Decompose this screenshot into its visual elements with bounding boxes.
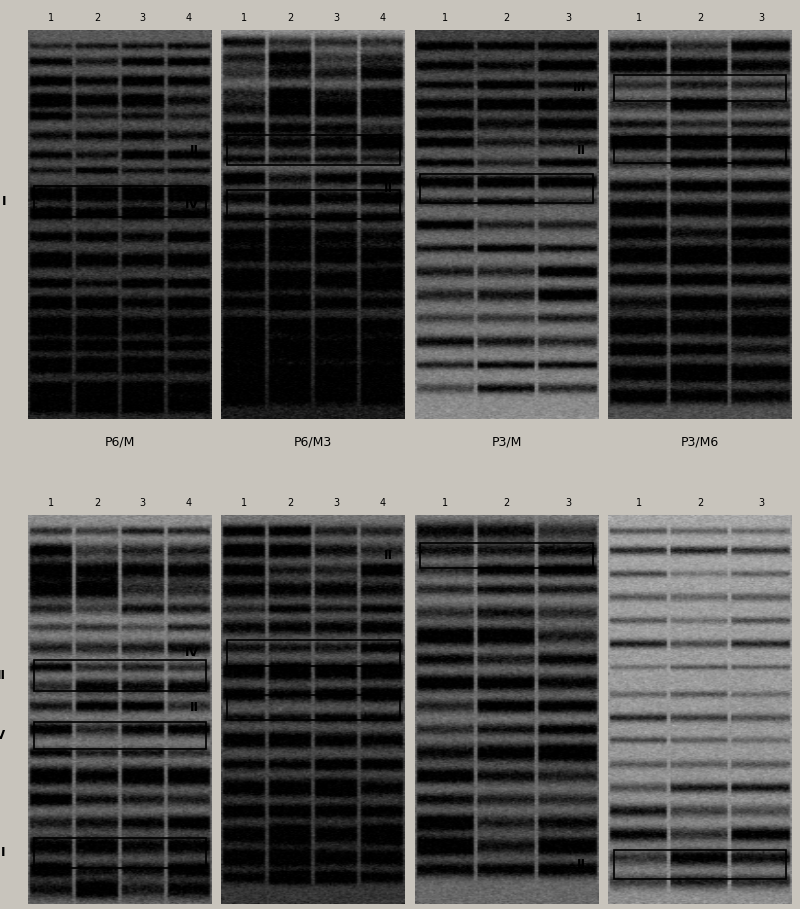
Text: IV: IV bbox=[0, 729, 6, 742]
Text: 1: 1 bbox=[48, 13, 54, 23]
Text: 4: 4 bbox=[379, 498, 386, 508]
Bar bbox=[34, 660, 206, 691]
Text: 2: 2 bbox=[697, 498, 703, 508]
Bar bbox=[614, 75, 786, 101]
Text: P6/M: P6/M bbox=[105, 435, 135, 448]
Bar bbox=[227, 694, 400, 720]
Text: 3: 3 bbox=[334, 498, 339, 508]
Text: II: II bbox=[577, 858, 586, 871]
Text: 3: 3 bbox=[565, 498, 571, 508]
Text: 1: 1 bbox=[442, 498, 449, 508]
Text: P3/M: P3/M bbox=[491, 435, 522, 448]
Text: II: II bbox=[577, 144, 586, 156]
Bar bbox=[227, 135, 400, 165]
Text: I: I bbox=[2, 195, 6, 208]
Text: 2: 2 bbox=[94, 13, 100, 23]
Bar bbox=[34, 722, 206, 749]
Text: 3: 3 bbox=[140, 498, 146, 508]
Text: II: II bbox=[0, 669, 6, 682]
Text: 2: 2 bbox=[503, 13, 510, 23]
Text: 2: 2 bbox=[94, 498, 100, 508]
Text: 1: 1 bbox=[242, 13, 247, 23]
Text: 2: 2 bbox=[287, 13, 294, 23]
Text: 3: 3 bbox=[334, 13, 339, 23]
Text: II: II bbox=[190, 701, 199, 714]
Text: 2: 2 bbox=[503, 498, 510, 508]
Text: P6/M3: P6/M3 bbox=[294, 435, 333, 448]
Bar bbox=[614, 137, 786, 163]
Text: 1: 1 bbox=[242, 498, 247, 508]
Text: III: III bbox=[573, 82, 586, 95]
Text: IV: IV bbox=[186, 198, 199, 211]
Bar bbox=[420, 175, 593, 204]
Text: II: II bbox=[384, 183, 393, 195]
Text: P3/M6: P3/M6 bbox=[681, 435, 719, 448]
Bar bbox=[227, 190, 400, 219]
Text: 1: 1 bbox=[636, 13, 642, 23]
Text: 2: 2 bbox=[697, 13, 703, 23]
Text: 1: 1 bbox=[442, 13, 449, 23]
Text: 1: 1 bbox=[636, 498, 642, 508]
Bar bbox=[614, 850, 786, 879]
Text: 4: 4 bbox=[186, 13, 192, 23]
Text: 3: 3 bbox=[565, 13, 571, 23]
Text: II: II bbox=[190, 144, 199, 156]
Text: 3: 3 bbox=[758, 13, 765, 23]
Text: 1: 1 bbox=[48, 498, 54, 508]
Text: II: II bbox=[384, 549, 393, 563]
Text: 3: 3 bbox=[758, 498, 765, 508]
Bar bbox=[227, 640, 400, 665]
Bar bbox=[420, 544, 593, 568]
Text: 2: 2 bbox=[287, 498, 294, 508]
Text: 3: 3 bbox=[140, 13, 146, 23]
Bar bbox=[34, 838, 206, 867]
Text: IV: IV bbox=[186, 646, 199, 659]
Text: 4: 4 bbox=[379, 13, 386, 23]
Bar bbox=[34, 186, 206, 217]
Text: III: III bbox=[0, 846, 6, 860]
Text: 4: 4 bbox=[186, 498, 192, 508]
